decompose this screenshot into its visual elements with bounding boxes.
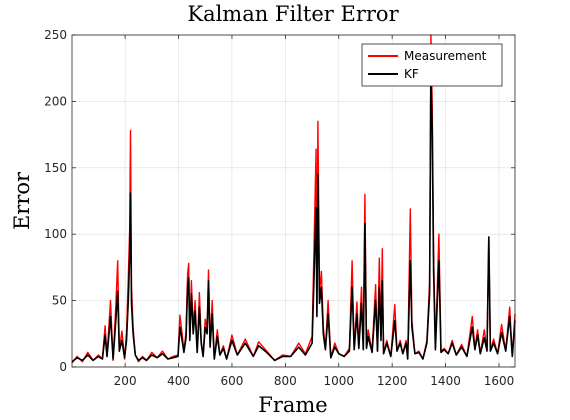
y-tick-label: 250 [44, 28, 67, 42]
y-tick-label: 200 [44, 94, 67, 108]
x-tick-label: 1000 [323, 374, 354, 388]
legend: Measurement KF [361, 43, 503, 87]
axis-ticks: 200 400 600 800 1000 1200 1400 1600 0 50 100 150 200… [44, 28, 515, 388]
chart-title: Kalman Filter Error [187, 2, 399, 26]
legend-label: KF [404, 67, 419, 81]
y-tick-label: 100 [44, 227, 67, 241]
legend-box [361, 43, 503, 87]
plot-frame [71, 34, 516, 368]
x-tick-label: 400 [167, 374, 190, 388]
legend-label: Measurement [404, 49, 487, 63]
x-tick-label: 600 [220, 374, 243, 388]
y-tick-label: 0 [59, 360, 67, 374]
y-axis-label: Error [10, 171, 34, 230]
series-line-kf [71, 74, 516, 363]
y-tick-label: 50 [52, 294, 67, 308]
x-tick-label: 1200 [377, 374, 408, 388]
plot-series [71, 34, 516, 364]
y-tick-label: 150 [44, 161, 67, 175]
x-tick-label: 1600 [484, 374, 515, 388]
x-axis-label: Frame [258, 393, 327, 417]
x-tick-label: 200 [114, 374, 137, 388]
x-tick-label: 1400 [430, 374, 461, 388]
x-tick-label: 800 [274, 374, 297, 388]
